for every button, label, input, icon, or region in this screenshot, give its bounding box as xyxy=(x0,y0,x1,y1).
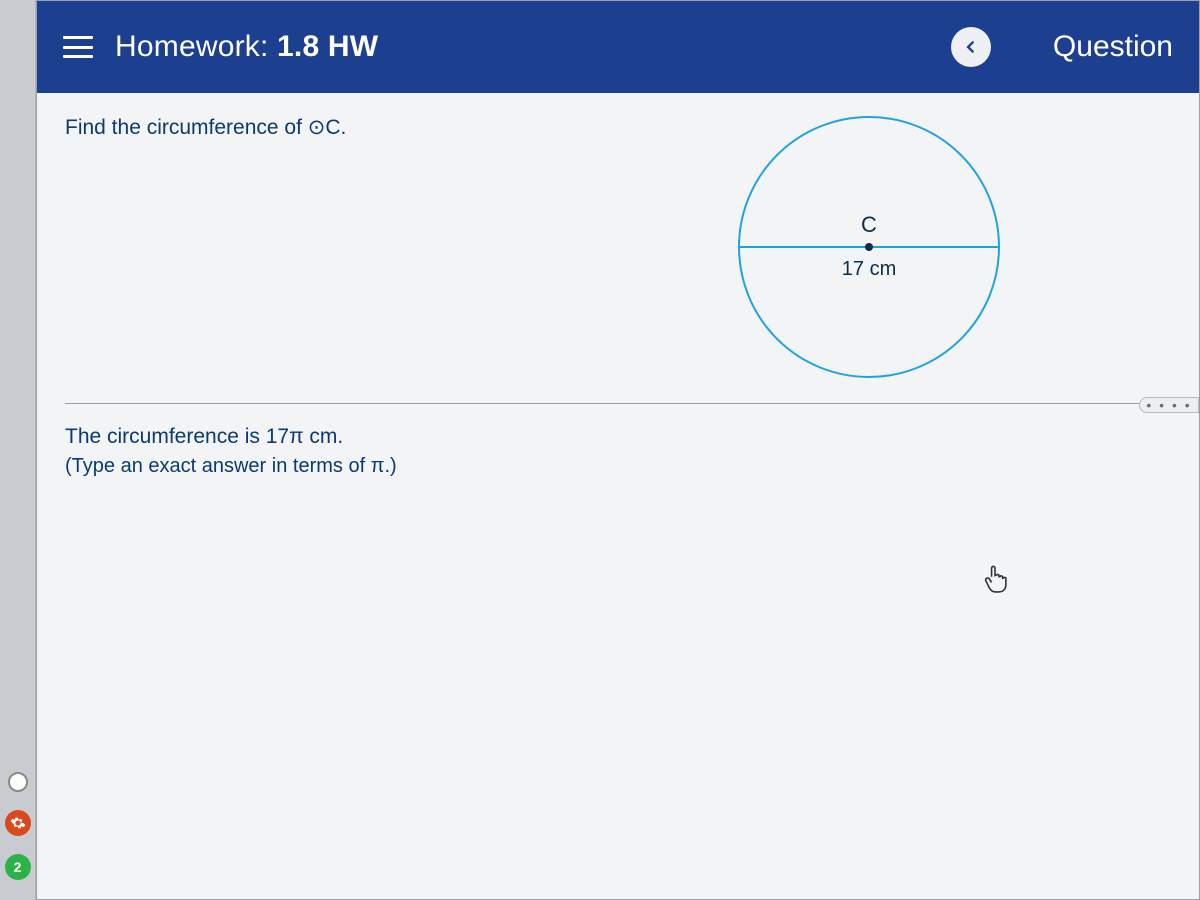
diagram-circle: C 17 cm xyxy=(709,97,1029,397)
center-label: C xyxy=(861,212,877,237)
title-prefix: Homework: xyxy=(115,30,277,63)
diameter-label: 17 cm xyxy=(842,258,896,280)
answer-value[interactable]: 17π xyxy=(266,425,304,448)
header-bar: Homework: 1.8 HW Question xyxy=(37,1,1199,93)
content-area: Find the circumference of ⊙C. C 17 cm • … xyxy=(37,93,1199,899)
expand-button[interactable]: • • • • xyxy=(1139,397,1199,413)
question-label: Question xyxy=(1053,30,1173,64)
cursor-hand-icon xyxy=(981,563,1009,602)
rail-badge[interactable]: 2 xyxy=(5,854,31,880)
answer-hint: (Type an exact answer in terms of π.) xyxy=(65,455,397,478)
section-divider xyxy=(65,403,1199,404)
left-rail: 2 xyxy=(0,0,36,900)
chevron-left-icon xyxy=(964,40,978,54)
prev-question-button[interactable] xyxy=(951,27,991,67)
menu-icon[interactable] xyxy=(63,36,93,58)
answer-prefix: The circumference is xyxy=(65,425,266,448)
app-frame: Homework: 1.8 HW Question Find the circu… xyxy=(36,0,1200,900)
answer-suffix: cm. xyxy=(304,425,344,448)
settings-icon[interactable] xyxy=(5,810,31,836)
answer-line: The circumference is 17π cm. xyxy=(65,425,397,449)
answer-block: The circumference is 17π cm. (Type an ex… xyxy=(65,425,397,478)
title-bold: 1.8 HW xyxy=(277,30,378,63)
center-point xyxy=(865,243,873,251)
page-title: Homework: 1.8 HW xyxy=(115,30,378,64)
rail-indicator-icon xyxy=(8,772,28,792)
